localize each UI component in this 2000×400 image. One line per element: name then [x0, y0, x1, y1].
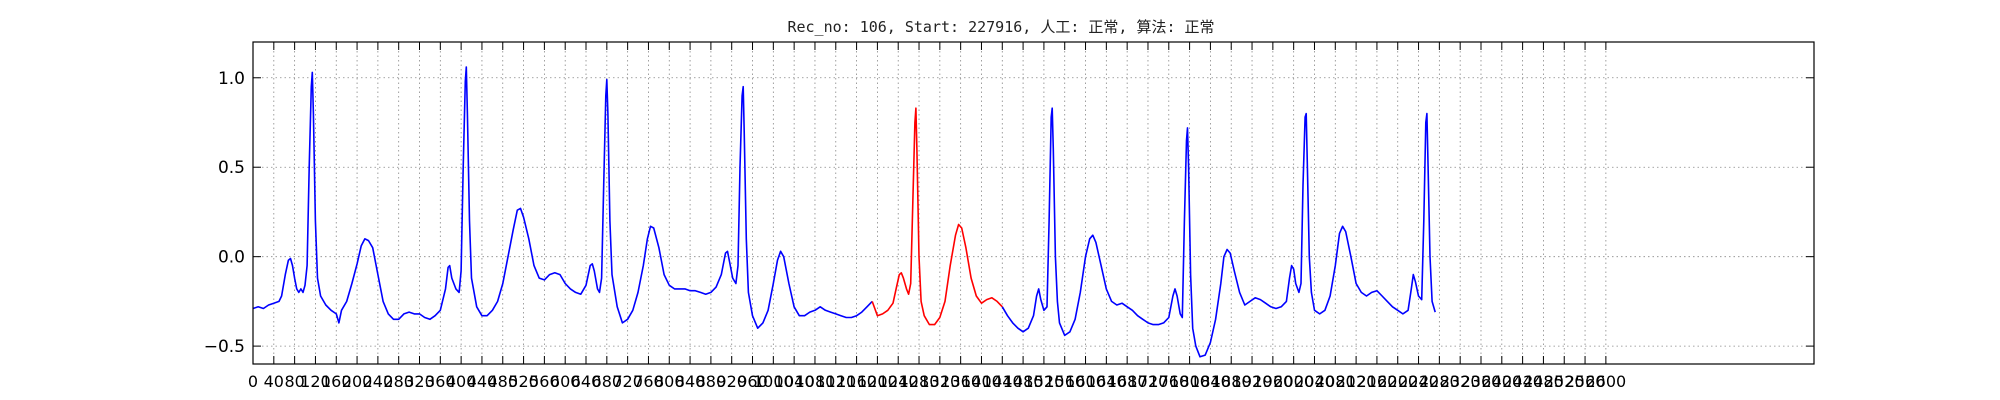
- x-tick-label: 1960: [1252, 372, 1293, 391]
- plot-frame: [252, 41, 1815, 365]
- x-tick-label: 2280: [1419, 372, 1460, 391]
- x-tick-label: 2480: [1523, 372, 1564, 391]
- grid-lines: [253, 42, 1814, 364]
- x-tick-label: 680: [592, 372, 623, 391]
- x-tick-label: 1680: [1107, 372, 1148, 391]
- x-tick-label: 920: [716, 372, 747, 391]
- x-tick-label: 960: [737, 372, 768, 391]
- x-tick-label: 360: [425, 372, 456, 391]
- x-tick-label: 1800: [1169, 372, 1210, 391]
- x-tick-label: 1240: [878, 372, 919, 391]
- x-tick-label: 720: [612, 372, 643, 391]
- x-tick-label: 400: [446, 372, 477, 391]
- x-tick-label: 160: [321, 372, 352, 391]
- x-tick-label: 640: [571, 372, 602, 391]
- x-tick-label: 520: [508, 372, 539, 391]
- y-axis: −0.5 0.0 0.5 1.0: [204, 69, 1814, 357]
- x-tick-label: 2520: [1544, 372, 1585, 391]
- x-tick-label: 2320: [1440, 372, 1481, 391]
- x-tick-label: 280: [383, 372, 414, 391]
- x-tick-label: 0: [248, 372, 258, 391]
- x-tick-label: 1080: [795, 372, 836, 391]
- x-tick-label: 1840: [1190, 372, 1231, 391]
- x-tick-label: 2160: [1357, 372, 1398, 391]
- x-tick-label: 560: [529, 372, 560, 391]
- x-tick-label: 1000: [753, 372, 794, 391]
- x-tick-label: 1120: [815, 372, 856, 391]
- chart-title: Rec_no: 106, Start: 227916, 人工: 正常, 算法: …: [787, 18, 1214, 36]
- x-tick-label: 1160: [836, 372, 877, 391]
- highlighted-beat-line: [871, 107, 1003, 326]
- x-tick-label: 760: [633, 372, 664, 391]
- x-tick-label: 1040: [774, 372, 815, 391]
- series-lines: [252, 66, 1436, 358]
- x-tick-label: 800: [654, 372, 685, 391]
- ecg-series-line: [252, 66, 873, 329]
- x-tick-label: 2120: [1336, 372, 1377, 391]
- x-tick-label: 1440: [982, 372, 1023, 391]
- x-tick-label: 320: [404, 372, 435, 391]
- x-tick-label: 2560: [1565, 372, 1606, 391]
- x-tick-label: 1400: [961, 372, 1002, 391]
- x-tick-label: 2240: [1398, 372, 1439, 391]
- x-tick-label: 80: [284, 372, 304, 391]
- x-tick-label: 1920: [1232, 372, 1273, 391]
- x-tick-label: 2400: [1481, 372, 1522, 391]
- x-tick-label: 1720: [1128, 372, 1169, 391]
- x-tick-label: 1200: [857, 372, 898, 391]
- x-tick-label: 40: [264, 372, 284, 391]
- x-tick-label: 1760: [1148, 372, 1189, 391]
- x-tick-label: 2040: [1294, 372, 1335, 391]
- x-axis: 0 40 8012016020024028032036040044048052056…: [248, 42, 1626, 391]
- x-tick-label: 2440: [1502, 372, 1543, 391]
- x-tick-label: 480: [487, 372, 518, 391]
- x-tick-label: 1480: [1003, 372, 1044, 391]
- x-tick-label: 1600: [1065, 372, 1106, 391]
- x-tick-label: 2080: [1315, 372, 1356, 391]
- x-tick-label: 1560: [1044, 372, 1085, 391]
- ecg-series-line: [1001, 107, 1436, 358]
- x-tick-label: 200: [342, 372, 373, 391]
- x-tick-label: 1320: [919, 372, 960, 391]
- x-tick-label: 840: [675, 372, 706, 391]
- y-tick-label: −0.5: [204, 337, 245, 357]
- x-tick-label: 2360: [1461, 372, 1502, 391]
- x-tick-label: 240: [363, 372, 394, 391]
- x-tick-label: 2000: [1273, 372, 1314, 391]
- x-tick-label: 1280: [899, 372, 940, 391]
- y-tick-label: 0.5: [218, 158, 245, 178]
- x-tick-label: 2600: [1586, 372, 1627, 391]
- x-tick-label: 600: [550, 372, 581, 391]
- x-tick-label: 1880: [1211, 372, 1252, 391]
- x-tick-label: 1360: [940, 372, 981, 391]
- y-tick-label: 0.0: [218, 248, 245, 268]
- y-tick-label: 1.0: [218, 69, 245, 89]
- x-tick-label: 2200: [1377, 372, 1418, 391]
- x-tick-label: 1640: [1086, 372, 1127, 391]
- x-tick-label: 120: [300, 372, 331, 391]
- x-tick-label: 880: [696, 372, 727, 391]
- x-tick-label: 440: [467, 372, 498, 391]
- x-tick-label: 1520: [1024, 372, 1065, 391]
